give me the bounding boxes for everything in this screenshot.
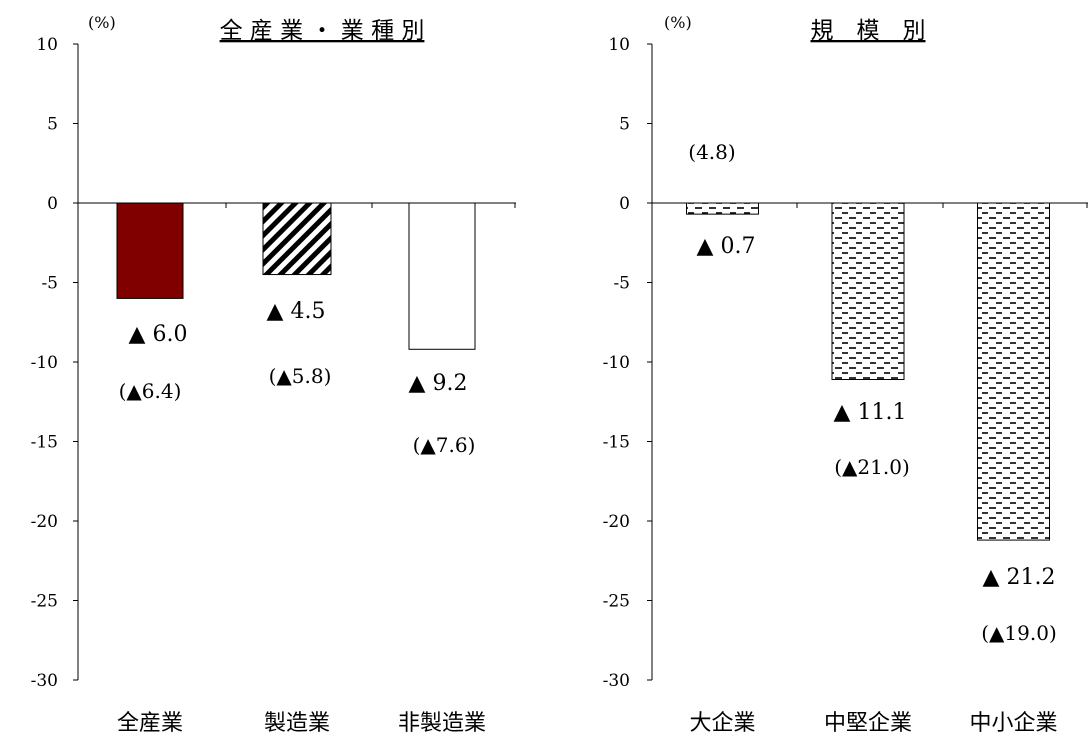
- category-label: 中堅企業: [824, 711, 912, 734]
- y-tick-label: 0: [619, 194, 630, 214]
- category-label: 大企業: [689, 711, 755, 734]
- bar: [116, 202, 184, 299]
- size-chart: (%) 規 模 別 10 5 0 -5 -10 -15 -20 -25 -30 大企業 ▲ 0.7 (…: [603, 13, 1088, 734]
- bar: [262, 202, 332, 276]
- y-tick-label: -30: [603, 671, 630, 691]
- y-tick-label: -20: [31, 512, 58, 532]
- value-label: ▲ 4.5: [267, 299, 326, 324]
- value-label: ▲ 6.0: [129, 322, 188, 347]
- category-label: 非製造業: [398, 711, 486, 734]
- previous-value-label: (▲5.8): [269, 364, 332, 388]
- y-tick-label: -25: [603, 592, 630, 612]
- value-label: ▲ 0.7: [697, 234, 756, 259]
- category-label: 全産業: [117, 711, 183, 734]
- bar: [686, 202, 759, 215]
- category-label: 中小企業: [969, 711, 1057, 734]
- value-label: ▲ 9.2: [409, 371, 468, 396]
- chart-title: 全 産 業 ・ 業 種 別: [220, 18, 425, 44]
- y-tick-label: -30: [31, 671, 58, 691]
- bar: [831, 202, 905, 380]
- y-tick-label: -25: [31, 592, 58, 612]
- y-tick-label: 5: [619, 115, 630, 135]
- y-tick-label: -15: [603, 433, 630, 453]
- industry-chart: (%) 全 産 業 ・ 業 種 別 10 5 0 -5 -10 -15 -20 -25 -30 全…: [31, 13, 516, 734]
- y-tick-label: -5: [41, 274, 58, 294]
- y-tick-label: -15: [31, 433, 58, 453]
- y-tick-label: 10: [36, 35, 58, 55]
- y-tick-label: -10: [603, 353, 630, 373]
- y-tick-label: 5: [47, 115, 58, 135]
- previous-value-label: (4.8): [688, 140, 735, 164]
- previous-value-label: (▲21.0): [834, 455, 910, 479]
- y-tick-label: -5: [613, 274, 630, 294]
- bar: [977, 202, 1050, 541]
- bar: [408, 202, 476, 350]
- value-label: ▲ 11.1: [834, 400, 907, 425]
- y-tick-label: -20: [603, 512, 630, 532]
- unit-label: (%): [664, 13, 692, 32]
- chart-title: 規 模 別: [811, 18, 926, 44]
- category-label: 製造業: [264, 711, 330, 734]
- previous-value-label: (▲19.0): [981, 621, 1057, 645]
- unit-label: (%): [88, 13, 116, 32]
- y-tick-label: -10: [31, 353, 58, 373]
- previous-value-label: (▲7.6): [413, 433, 476, 457]
- y-tick-label: 0: [47, 194, 58, 214]
- previous-value-label: (▲6.4): [119, 379, 182, 403]
- y-tick-label: 10: [608, 35, 630, 55]
- value-label: ▲ 21.2: [983, 565, 1056, 590]
